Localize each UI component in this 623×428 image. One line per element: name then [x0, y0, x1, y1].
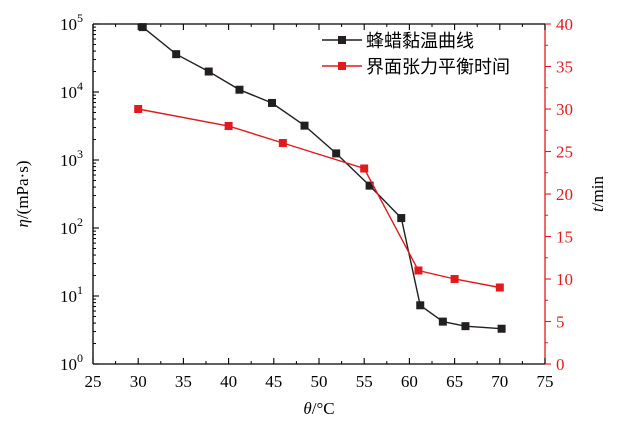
y-left-tick-base: 10 — [60, 83, 77, 102]
y-left-tick-base: 10 — [60, 15, 77, 34]
data-point — [497, 324, 506, 333]
data-point — [495, 283, 504, 292]
y-left-tick-label: 103 — [60, 147, 83, 170]
series-layer — [134, 23, 506, 333]
data-point — [204, 67, 213, 76]
data-point — [461, 322, 470, 331]
x-tick-label: 40 — [220, 372, 237, 391]
y-right-tick-label: 25 — [556, 143, 573, 162]
data-point — [360, 164, 369, 173]
x-tick-label: 55 — [356, 372, 373, 391]
y-left-tick-base: 10 — [60, 355, 77, 374]
x-tick-label: 35 — [175, 372, 192, 391]
data-point — [224, 122, 233, 130]
x-tick-label: 30 — [130, 372, 147, 391]
y-left-tick-exp: 1 — [77, 283, 83, 297]
x-axis-label: θ/°C — [303, 399, 334, 418]
y-right-tick-label: 20 — [556, 185, 573, 204]
y-left-tick-label: 100 — [60, 351, 83, 374]
y-right-tick-label: 40 — [556, 15, 573, 34]
data-point — [172, 50, 181, 59]
x-tick-label: 60 — [401, 372, 418, 391]
data-point — [235, 85, 244, 94]
x-tick-label: 25 — [85, 372, 102, 391]
x-tick-label: 45 — [265, 372, 282, 391]
data-point — [138, 23, 147, 32]
y-left-tick-exp: 3 — [77, 147, 83, 161]
data-point — [267, 98, 276, 107]
y-left-tick-base: 10 — [60, 151, 77, 170]
y-right-tick-label: 35 — [556, 58, 573, 77]
data-point — [416, 301, 425, 310]
data-point — [438, 317, 447, 326]
data-point — [300, 121, 309, 130]
legend-marker — [338, 62, 346, 70]
y-right-tick-label: 10 — [556, 270, 573, 289]
y-left-tick-exp: 4 — [77, 79, 83, 93]
y-right-tick-label: 15 — [556, 228, 573, 247]
legend-marker — [338, 36, 346, 44]
y-left-tick-base: 10 — [60, 219, 77, 238]
x-tick-label: 65 — [446, 372, 463, 391]
x-tick-label: 75 — [537, 372, 554, 391]
y-left-tick-exp: 5 — [77, 11, 83, 25]
data-point — [414, 266, 423, 275]
axes-group: 25 30 35 40 45 50 55 60 65 70 75100101102103104105… — [60, 11, 573, 391]
legend-label: 蜂蜡黏温曲线 — [366, 31, 474, 52]
x-tick-label: 70 — [491, 372, 508, 391]
data-point — [332, 149, 341, 158]
y-left-tick-exp: 2 — [77, 215, 83, 229]
y-left-tick-label: 105 — [60, 11, 83, 34]
data-point — [278, 139, 287, 147]
data-point — [450, 275, 459, 283]
series-line-2 — [138, 108, 500, 289]
y-right-tick-label: 30 — [556, 100, 573, 119]
data-point — [365, 181, 374, 190]
data-point — [134, 105, 143, 113]
y-left-tick-exp: 0 — [77, 351, 83, 365]
y-right-tick-label: 0 — [556, 355, 565, 374]
legend-label: 界面张力平衡时间 — [366, 57, 510, 78]
y-right-tick-label: 5 — [556, 313, 565, 332]
y-left-tick-label: 104 — [60, 79, 83, 102]
y-axis-right-label: t/min — [588, 176, 607, 212]
data-point — [397, 214, 406, 223]
x-tick-label: 50 — [311, 372, 328, 391]
y-left-tick-base: 10 — [60, 287, 77, 306]
y-axis-left-label: η/(mPa·s) — [13, 161, 32, 228]
y-left-tick-label: 102 — [60, 215, 83, 238]
y-left-tick-label: 101 — [60, 283, 83, 306]
